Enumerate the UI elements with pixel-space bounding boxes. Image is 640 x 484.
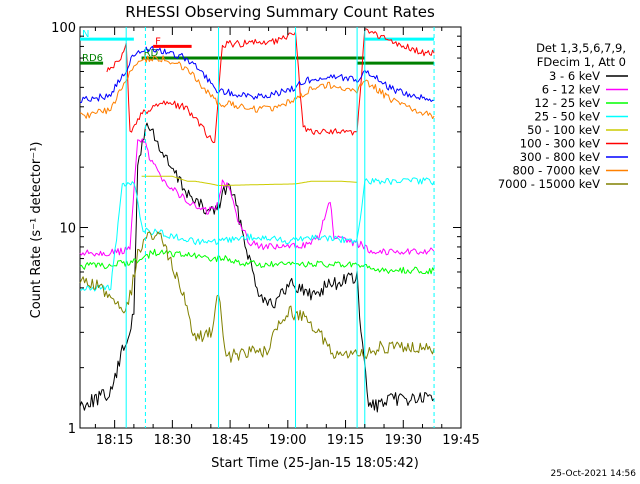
y-tick-label: 10 [59, 222, 76, 237]
series-line [79, 248, 435, 275]
legend-label: 300 - 800 keV [520, 150, 600, 164]
series-line [80, 177, 435, 292]
footer-timestamp: 25-Oct-2021 14:56 [551, 469, 637, 479]
plot-border [79, 26, 462, 429]
series-line [79, 55, 435, 119]
flag-label-rd: RD [144, 48, 159, 59]
series-line [79, 122, 435, 413]
x-axis-title: Start Time (25-Jan-15 18:05:42) [211, 456, 419, 471]
legend-label: 100 - 300 keV [520, 137, 600, 151]
legend: Det 1,3,5,6,7,9,FDecim 1, Att 03 - 6 keV… [498, 41, 628, 191]
flag-label-rd6: RD6 [82, 53, 103, 64]
legend-label: 6 - 12 keV [542, 83, 600, 97]
series-line [141, 175, 358, 186]
y-axis-title: Count Rate (s⁻¹ detector⁻¹) [29, 142, 44, 319]
x-tick-label: 19:30 [385, 433, 422, 448]
series-line [79, 231, 435, 363]
y-tick-label: 1 [68, 422, 76, 437]
series-line [79, 138, 435, 257]
legend-label: 25 - 50 keV [534, 110, 600, 124]
flag-label-n: N [82, 29, 89, 40]
x-tick-label: 19:00 [269, 433, 306, 448]
legend-label: 50 - 100 keV [527, 123, 600, 137]
flag-label-f: F [155, 36, 161, 47]
x-tick-label: 18:15 [96, 433, 133, 448]
x-tick-label: 19:45 [442, 433, 479, 448]
series-layer [79, 28, 435, 413]
legend-header-line: FDecim 1, Att 0 [537, 55, 626, 69]
legend-label: 800 - 7000 keV [512, 164, 600, 178]
legend-label: 3 - 6 keV [549, 69, 600, 83]
vlines-layer [125, 27, 435, 428]
legend-label: 12 - 25 keV [534, 96, 600, 110]
ticks-layer: 18:15 18:30 18:45 19:00 19:15 19:30 19:45 1 10 10… [51, 21, 480, 448]
flags-layer: N FRD RD6 [80, 29, 435, 65]
x-tick-label: 19:15 [327, 433, 364, 448]
x-tick-label: 18:45 [211, 433, 248, 448]
chart-title: RHESSI Observing Summary Count Rates [125, 3, 435, 21]
legend-label: 7000 - 15000 keV [498, 177, 600, 191]
series-line [79, 45, 435, 104]
plot-frame [79, 26, 462, 429]
series-line [106, 28, 435, 144]
x-tick-label: 18:30 [154, 433, 191, 448]
legend-header-line: Det 1,3,5,6,7,9, [536, 41, 626, 55]
y-tick-label: 100 [51, 21, 76, 36]
